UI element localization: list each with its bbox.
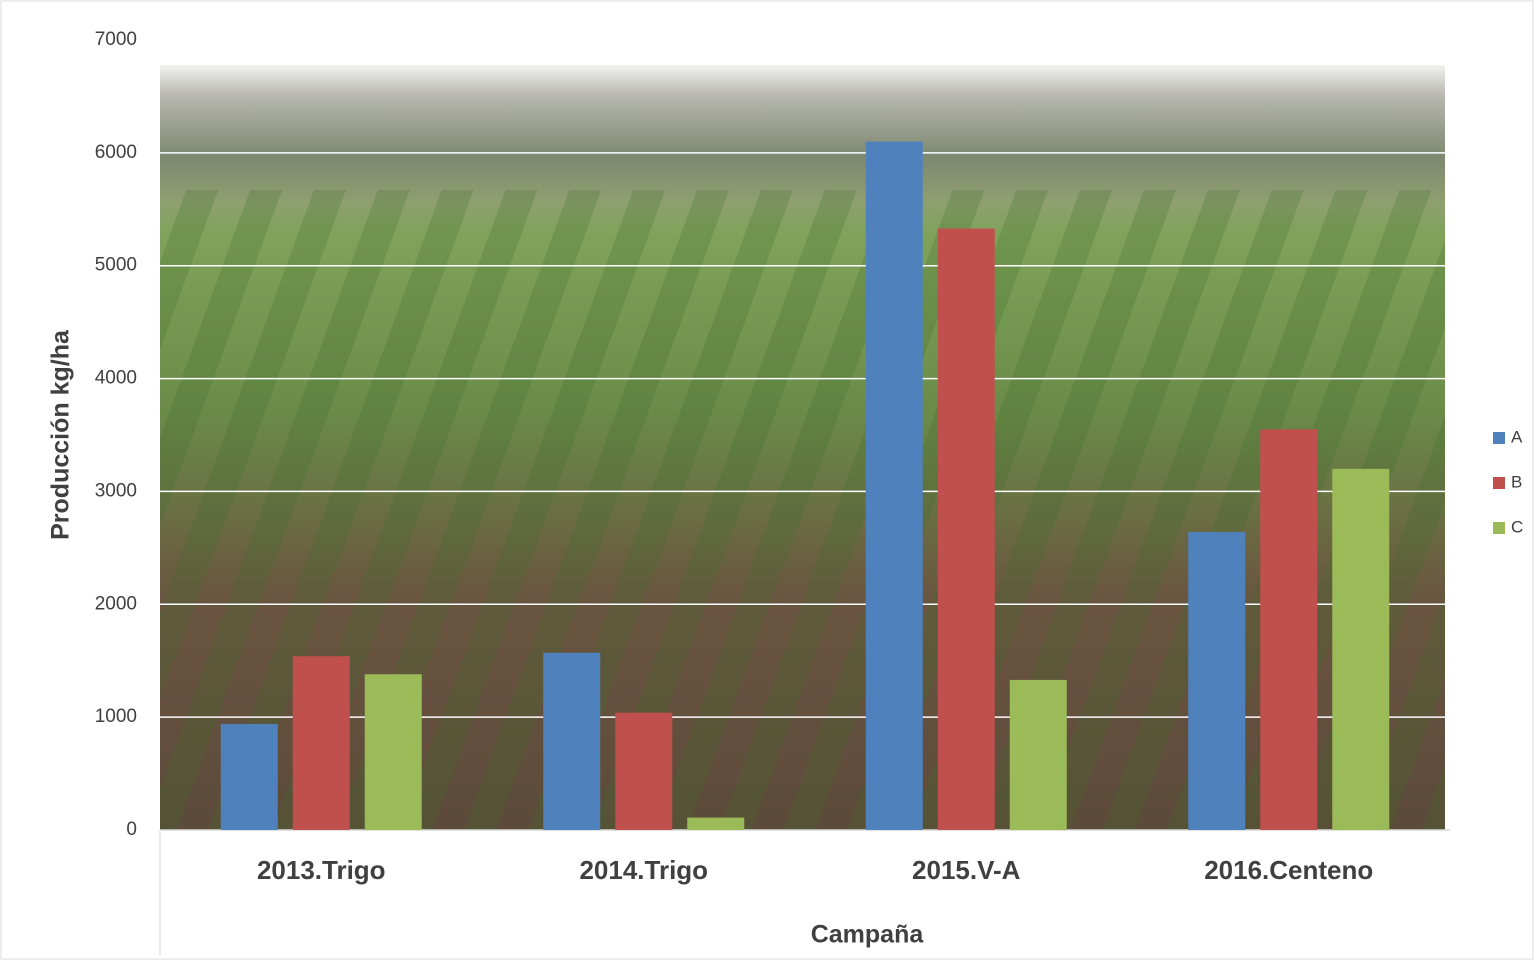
bar [615,713,672,830]
bar [1332,469,1389,830]
legend-swatch [1493,432,1505,444]
bar [866,142,923,830]
x-tick-label: 2013.Trigo [257,855,386,885]
y-tick-label: 2000 [95,593,137,614]
bar [1188,532,1245,830]
y-tick-label: 4000 [95,368,137,389]
y-axis-title: Producción kg/ha [47,329,75,540]
bar [687,818,744,830]
plot-texture [160,190,1445,830]
x-tick-label: 2016.Centeno [1204,855,1373,885]
bar [365,674,422,830]
legend-swatch [1493,477,1505,489]
y-tick-label: 6000 [95,142,137,163]
legend-swatch [1493,522,1505,534]
bar [543,653,600,830]
x-tick-label: 2015.V-A [912,855,1021,885]
legend-label: A [1511,427,1523,446]
x-axis-title: Campaña [811,921,925,949]
y-tick-label: 7000 [95,29,137,50]
y-tick-label: 0 [126,819,137,840]
bar [293,656,350,830]
bar [1010,680,1067,830]
bar [221,724,278,830]
legend-label: C [1511,517,1523,536]
bar [938,228,995,830]
chart: Campaña Producción kg/ha 0 1000 2000 3000 40… [0,0,1534,960]
x-tick-label: 2014.Trigo [579,855,708,885]
y-tick-label: 1000 [95,706,137,727]
y-tick-label: 3000 [95,480,137,501]
y-tick-label: 5000 [95,255,137,276]
bar [1260,429,1317,830]
legend-label: B [1511,472,1522,491]
